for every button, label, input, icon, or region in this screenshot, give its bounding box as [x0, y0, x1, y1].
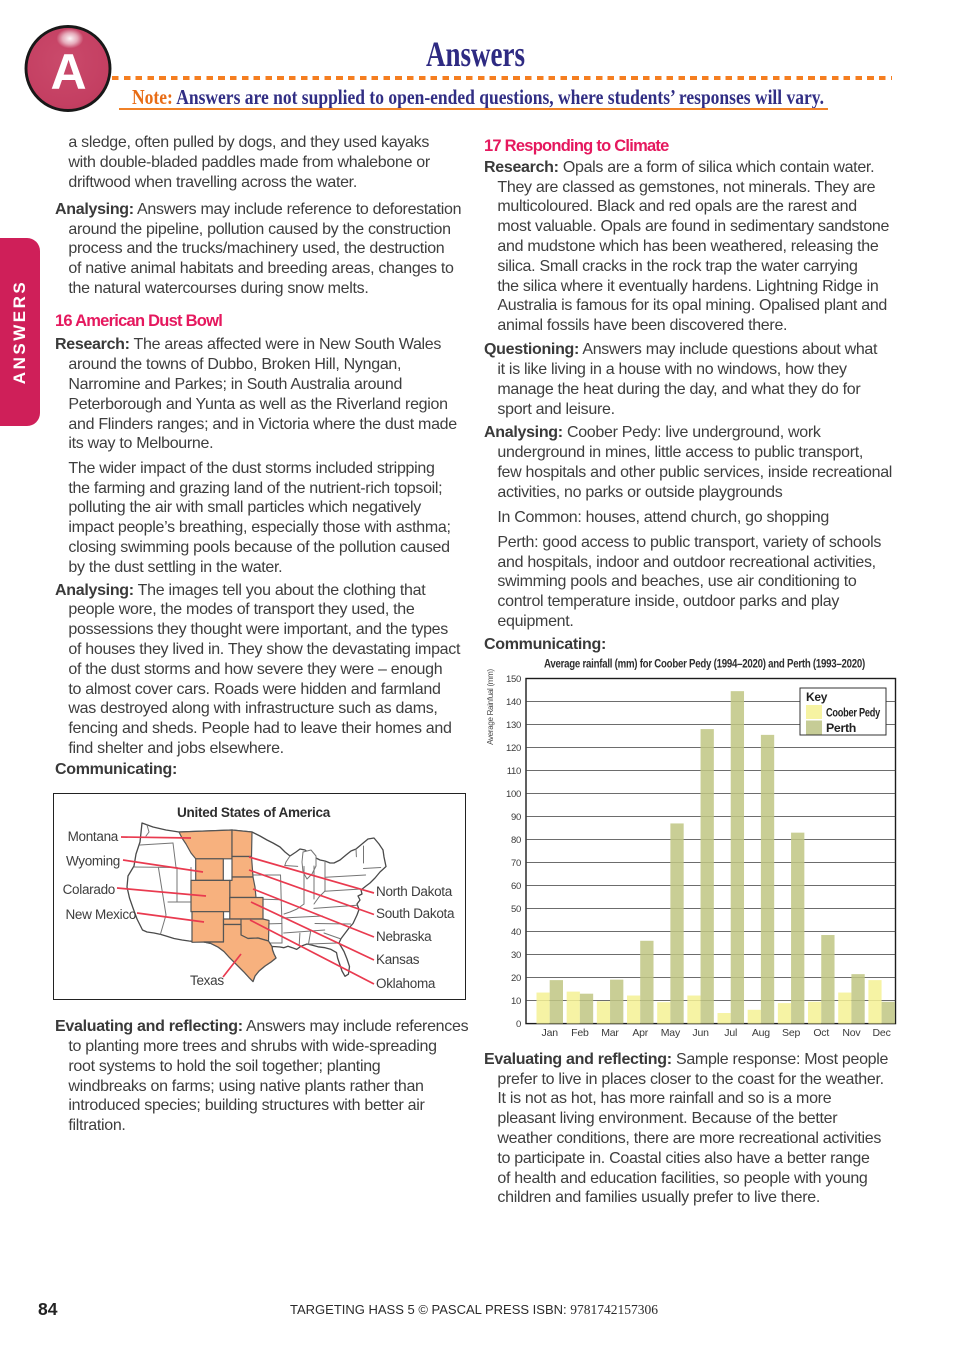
svg-text:100: 100 — [506, 789, 521, 800]
svg-text:Jan: Jan — [542, 1027, 559, 1039]
svg-text:Montana: Montana — [67, 829, 118, 844]
svg-text:Jul: Jul — [724, 1027, 737, 1039]
svg-text:60: 60 — [511, 881, 521, 892]
svg-text:50: 50 — [511, 904, 521, 915]
svg-text:United States of America: United States of America — [177, 804, 330, 820]
svg-text:Average Rainfual (mm): Average Rainfual (mm) — [486, 669, 495, 745]
svg-text:Oklahoma: Oklahoma — [376, 976, 436, 991]
svg-text:A: A — [50, 44, 86, 100]
svg-text:New Mexico: New Mexico — [65, 907, 136, 922]
svg-text:120: 120 — [506, 743, 521, 754]
svg-text:Aug: Aug — [752, 1027, 770, 1039]
svg-text:Mar: Mar — [601, 1027, 619, 1039]
svg-text:Colarado: Colarado — [62, 882, 114, 897]
svg-text:South Dakota: South Dakota — [376, 906, 455, 921]
svg-text:Key: Key — [806, 690, 828, 704]
svg-text:Average rainfall (mm) for Coob: Average rainfall (mm) for Coober Pedy (1… — [544, 657, 865, 671]
svg-text:Nov: Nov — [842, 1027, 861, 1039]
svg-text:90: 90 — [511, 812, 521, 823]
svg-text:40: 40 — [511, 927, 521, 938]
svg-text:May: May — [661, 1027, 681, 1039]
svg-text:Kansas: Kansas — [376, 952, 420, 967]
svg-text:70: 70 — [511, 858, 521, 869]
svg-text:Oct: Oct — [813, 1027, 829, 1039]
svg-text:Nebraska: Nebraska — [376, 929, 432, 944]
svg-text:North Dakota: North Dakota — [376, 884, 453, 899]
svg-text:Wyoming: Wyoming — [65, 854, 119, 869]
svg-text:110: 110 — [507, 766, 521, 777]
svg-text:Perth: Perth — [826, 723, 856, 735]
svg-text:Sep: Sep — [782, 1027, 800, 1039]
svg-text:0: 0 — [516, 1019, 521, 1030]
svg-text:Texas: Texas — [190, 973, 224, 988]
svg-text:140: 140 — [506, 697, 521, 708]
svg-text:30: 30 — [511, 950, 521, 961]
svg-text:150: 150 — [506, 674, 521, 685]
svg-text:Apr: Apr — [632, 1027, 648, 1039]
svg-text:10: 10 — [511, 996, 521, 1007]
svg-text:Dec: Dec — [873, 1027, 891, 1039]
svg-text:80: 80 — [511, 835, 521, 846]
svg-text:130: 130 — [506, 720, 521, 731]
svg-text:Jun: Jun — [692, 1027, 709, 1039]
svg-text:Feb: Feb — [571, 1027, 589, 1039]
svg-text:20: 20 — [511, 973, 521, 984]
svg-text:Coober Pedy: Coober Pedy — [826, 708, 881, 720]
